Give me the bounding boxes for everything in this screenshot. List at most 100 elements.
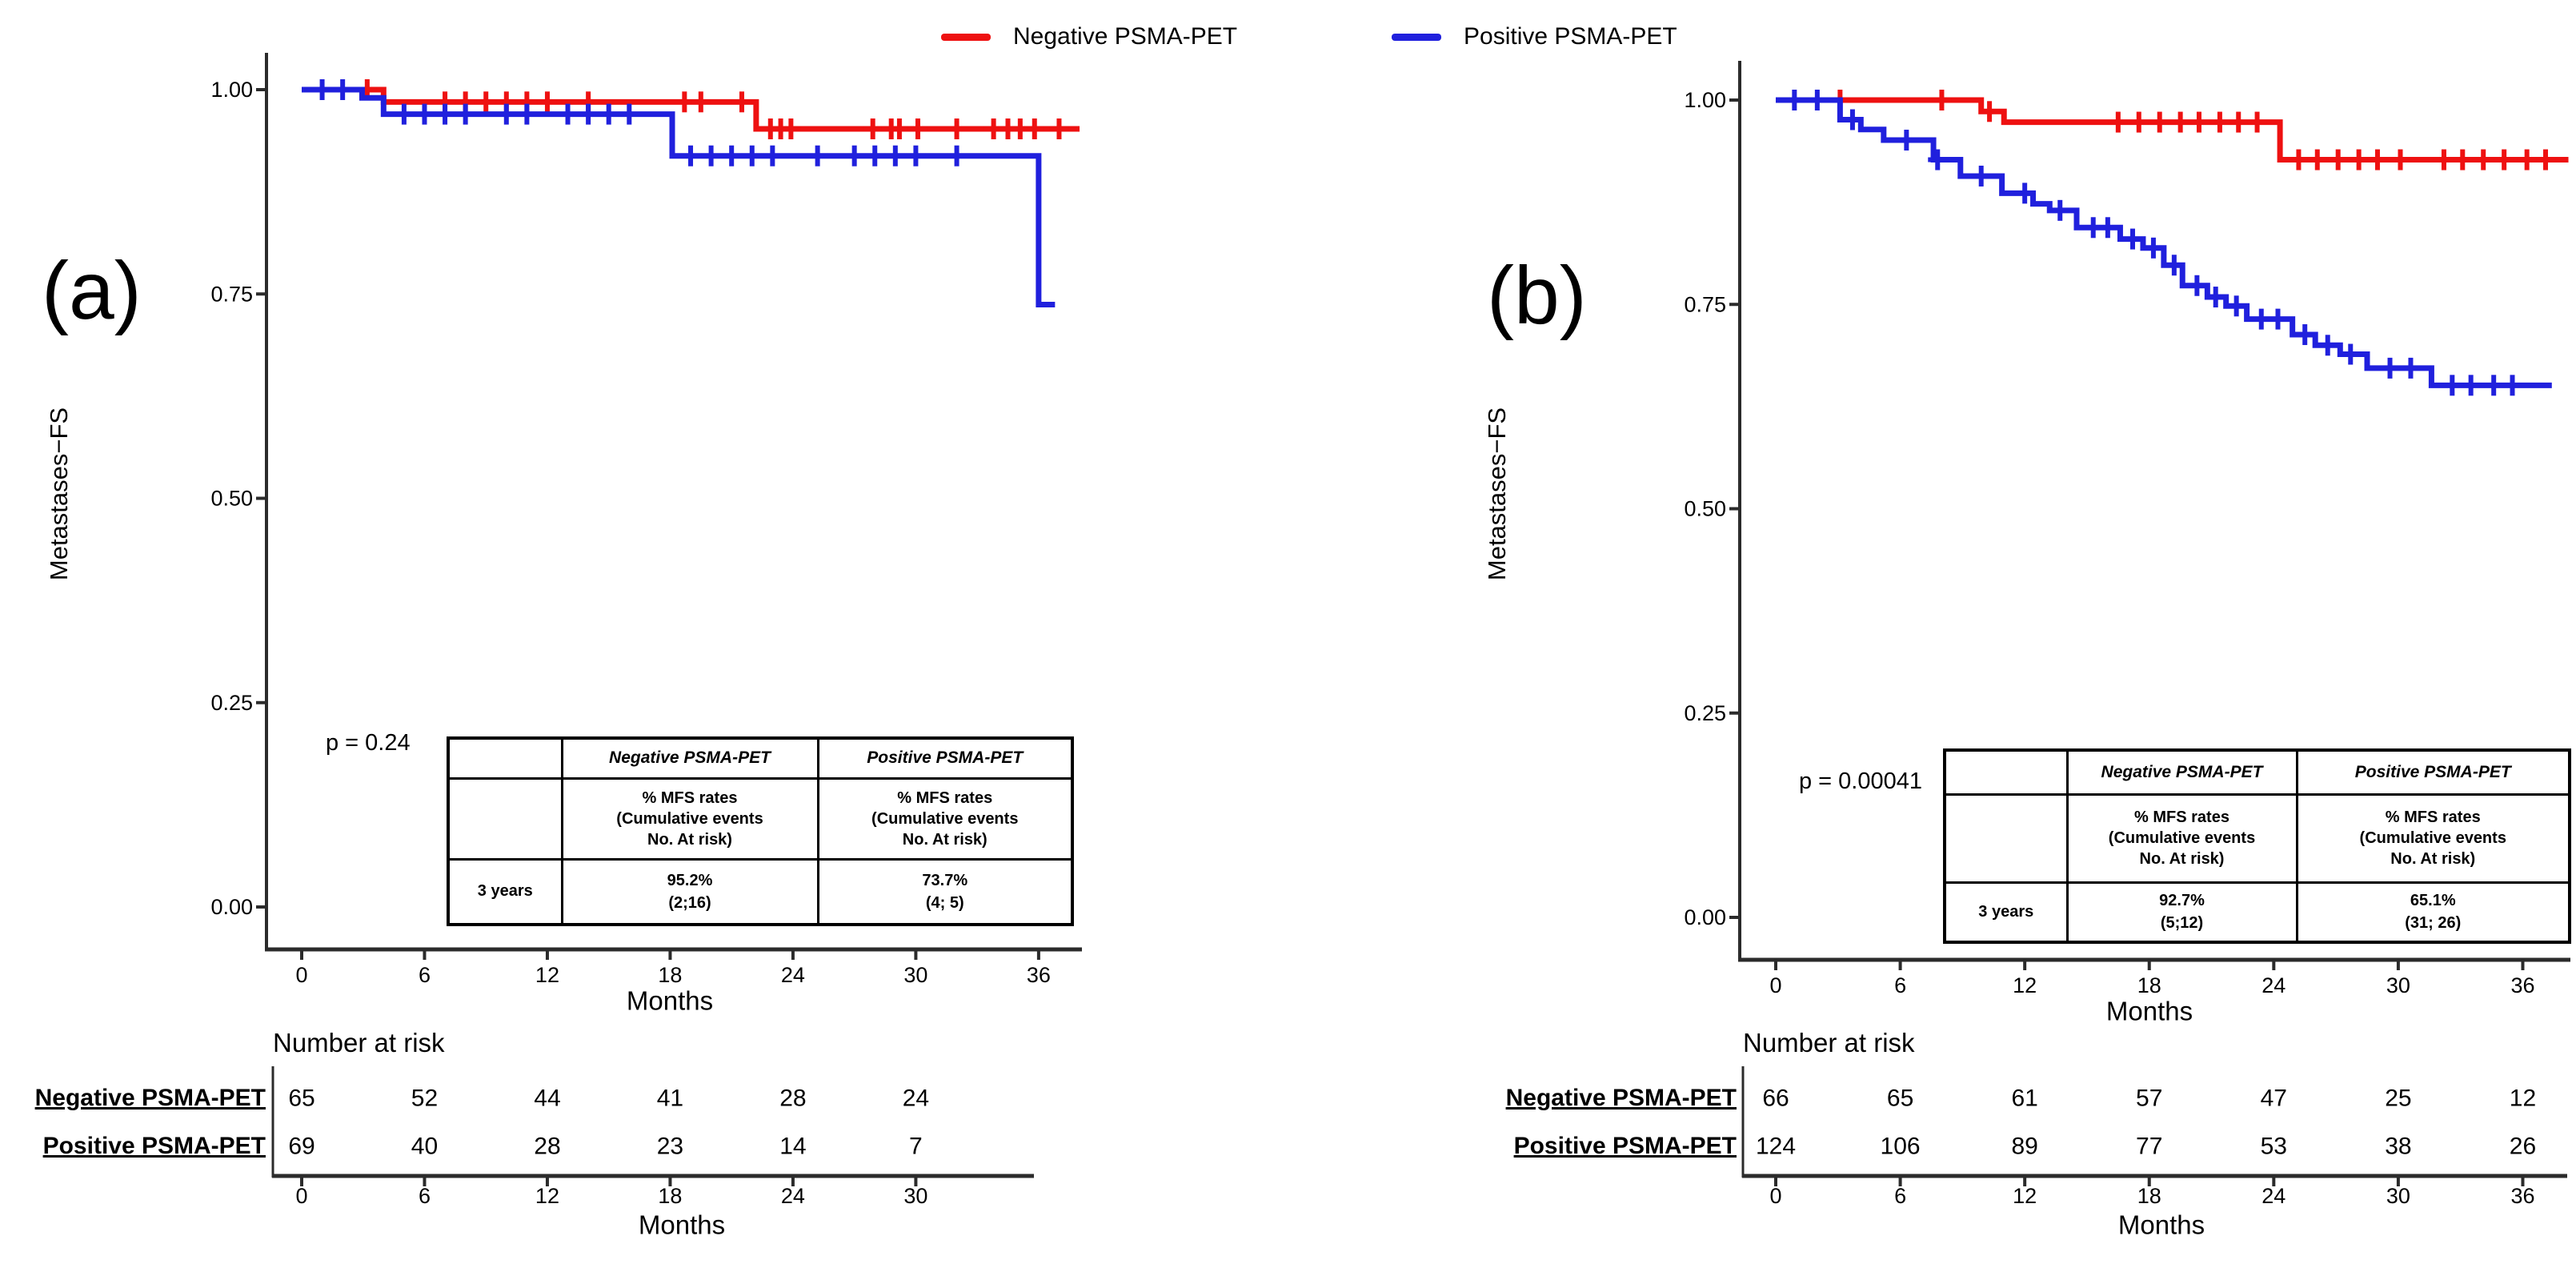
summary-a-col-negative: Negative PSMA-PET (560, 736, 819, 780)
risk-count-b: 38 (2385, 1134, 2411, 1160)
risk-count-a: 52 (411, 1085, 438, 1112)
km-curve-positive-a (302, 86, 1056, 308)
summary-b-blank-cell (1943, 792, 2069, 884)
summary-b-value-positive: 65.1% (31; 26) (2295, 881, 2571, 944)
y-tick-label-b: 1.00 (1684, 88, 1726, 112)
x-tick-label-b: 36 (2510, 973, 2534, 997)
risk-count-a: 44 (534, 1085, 560, 1112)
risk-row-label-a-positive: Positive PSMA-PET (42, 1133, 266, 1159)
summary-b-corner-cell (1943, 748, 2069, 796)
risk-count-b: 25 (2385, 1085, 2411, 1112)
risk-count-b: 106 (1881, 1134, 1921, 1160)
risk-count-a: 23 (657, 1134, 683, 1160)
risk-tick-label-a: 0 (295, 1184, 307, 1208)
risk-count-a: 14 (779, 1134, 806, 1160)
x-tick-label-b: 0 (1769, 973, 1781, 997)
risk-table-title-b: Number at risk (1743, 1028, 1915, 1057)
risk-count-a: 65 (288, 1085, 314, 1112)
risk-x-axis-title-a: Months (639, 1210, 725, 1240)
x-tick-label-b: 12 (2013, 973, 2037, 997)
panel-a-tag: (a) (42, 245, 142, 336)
x-tick-label-b: 30 (2386, 973, 2410, 997)
summary-b-col-positive: Positive PSMA-PET (2295, 748, 2571, 796)
risk-count-a: 41 (657, 1085, 683, 1112)
risk-tick-label-b: 36 (2510, 1184, 2534, 1208)
risk-count-b: 53 (2261, 1134, 2287, 1160)
x-tick-label-b: 24 (2262, 973, 2286, 997)
summary-table-b: Negative PSMA-PET Positive PSMA-PET % MF… (1943, 748, 2571, 944)
summary-b-metric-positive: % MFS rates (Cumulative events No. At ri… (2295, 792, 2571, 884)
summary-a-metric-negative: % MFS rates (Cumulative events No. At ri… (560, 776, 819, 861)
y-tick-label-b: 0.00 (1684, 905, 1726, 929)
risk-count-b: 12 (2510, 1085, 2536, 1112)
y-tick-label-b: 0.25 (1684, 701, 1726, 725)
risk-row-label-b-positive: Positive PSMA-PET (1513, 1133, 1737, 1159)
risk-count-b: 66 (1762, 1085, 1789, 1112)
x-axis-title-b: Months (2106, 997, 2193, 1026)
risk-count-b: 57 (2136, 1085, 2162, 1112)
summary-a-value-positive: 73.7% (4; 5) (816, 857, 1074, 926)
summary-b-col-negative: Negative PSMA-PET (2065, 748, 2298, 796)
x-tick-label-b: 6 (1894, 973, 1906, 997)
risk-tick-label-b: 0 (1769, 1184, 1781, 1208)
summary-a-corner-cell (447, 736, 563, 780)
x-tick-label-a: 18 (658, 963, 682, 987)
p-value-a: p = 0.24 (326, 730, 411, 756)
x-tick-label-a: 30 (903, 963, 927, 987)
x-tick-label-a: 36 (1027, 963, 1051, 987)
risk-count-b: 26 (2510, 1134, 2536, 1160)
summary-a-metric-positive: % MFS rates (Cumulative events No. At ri… (816, 776, 1074, 861)
risk-count-b: 124 (1756, 1134, 1796, 1160)
panel-b-tag: (b) (1487, 250, 1587, 341)
risk-tick-label-b: 18 (2137, 1184, 2161, 1208)
risk-count-a: 69 (288, 1134, 314, 1160)
legend-label-negative: Negative PSMA-PET (1013, 23, 1238, 50)
risk-tick-label-a: 12 (535, 1184, 559, 1208)
summary-a-blank-cell (447, 776, 563, 861)
km-curve-positive-b (1776, 97, 2552, 388)
summary-b-row-label: 3 years (1943, 881, 2069, 944)
legend-line-negative-icon (941, 33, 991, 41)
summary-b-value-negative: 92.7% (5;12) (2065, 881, 2298, 944)
y-tick-label-a: 0.50 (210, 487, 253, 511)
y-tick-label-a: 0.75 (210, 282, 253, 306)
risk-count-a: 40 (411, 1134, 438, 1160)
risk-count-b: 89 (2011, 1134, 2037, 1160)
y-tick-label-b: 0.50 (1684, 497, 1726, 521)
risk-count-b: 77 (2136, 1134, 2162, 1160)
legend-line-positive-icon (1392, 33, 1441, 41)
risk-tick-label-a: 6 (419, 1184, 431, 1208)
y-tick-label-a: 0.25 (210, 691, 253, 715)
legend-item-negative: Negative PSMA-PET (941, 19, 1237, 54)
x-axis-title-a: Months (627, 986, 713, 1016)
summary-b-metric-negative: % MFS rates (Cumulative events No. At ri… (2065, 792, 2298, 884)
risk-x-axis-title-b: Months (2118, 1210, 2205, 1240)
summary-a-row-label: 3 years (447, 857, 563, 926)
risk-tick-label-b: 30 (2386, 1184, 2410, 1208)
y-tick-label-a: 1.00 (210, 78, 253, 102)
risk-tick-label-a: 18 (658, 1184, 682, 1208)
x-tick-label-a: 0 (295, 963, 307, 987)
risk-table-title-a: Number at risk (273, 1028, 445, 1057)
risk-tick-label-a: 24 (781, 1184, 805, 1208)
risk-tick-label-b: 12 (2013, 1184, 2037, 1208)
risk-count-a: 7 (909, 1134, 923, 1160)
risk-count-b: 65 (1887, 1085, 1913, 1112)
risk-tick-label-b: 24 (2262, 1184, 2286, 1208)
risk-row-label-b-negative: Negative PSMA-PET (1505, 1085, 1737, 1111)
x-tick-label-a: 12 (535, 963, 559, 987)
legend-label-positive: Positive PSMA-PET (1464, 23, 1677, 50)
p-value-b: p = 0.00041 (1799, 768, 1923, 794)
risk-count-a: 24 (903, 1085, 929, 1112)
risk-count-b: 47 (2261, 1085, 2287, 1112)
km-curve-negative-a (302, 86, 1080, 132)
risk-count-b: 61 (2011, 1085, 2037, 1112)
y-tick-label-b: 0.75 (1684, 292, 1726, 316)
km-curve-negative-b (1776, 97, 2569, 163)
risk-count-a: 28 (779, 1085, 806, 1112)
summary-a-col-positive: Positive PSMA-PET (816, 736, 1074, 780)
x-tick-label-a: 6 (419, 963, 431, 987)
legend-item-positive: Positive PSMA-PET (1392, 19, 1677, 54)
risk-tick-label-b: 6 (1894, 1184, 1906, 1208)
y-tick-label-a: 0.00 (210, 895, 253, 919)
